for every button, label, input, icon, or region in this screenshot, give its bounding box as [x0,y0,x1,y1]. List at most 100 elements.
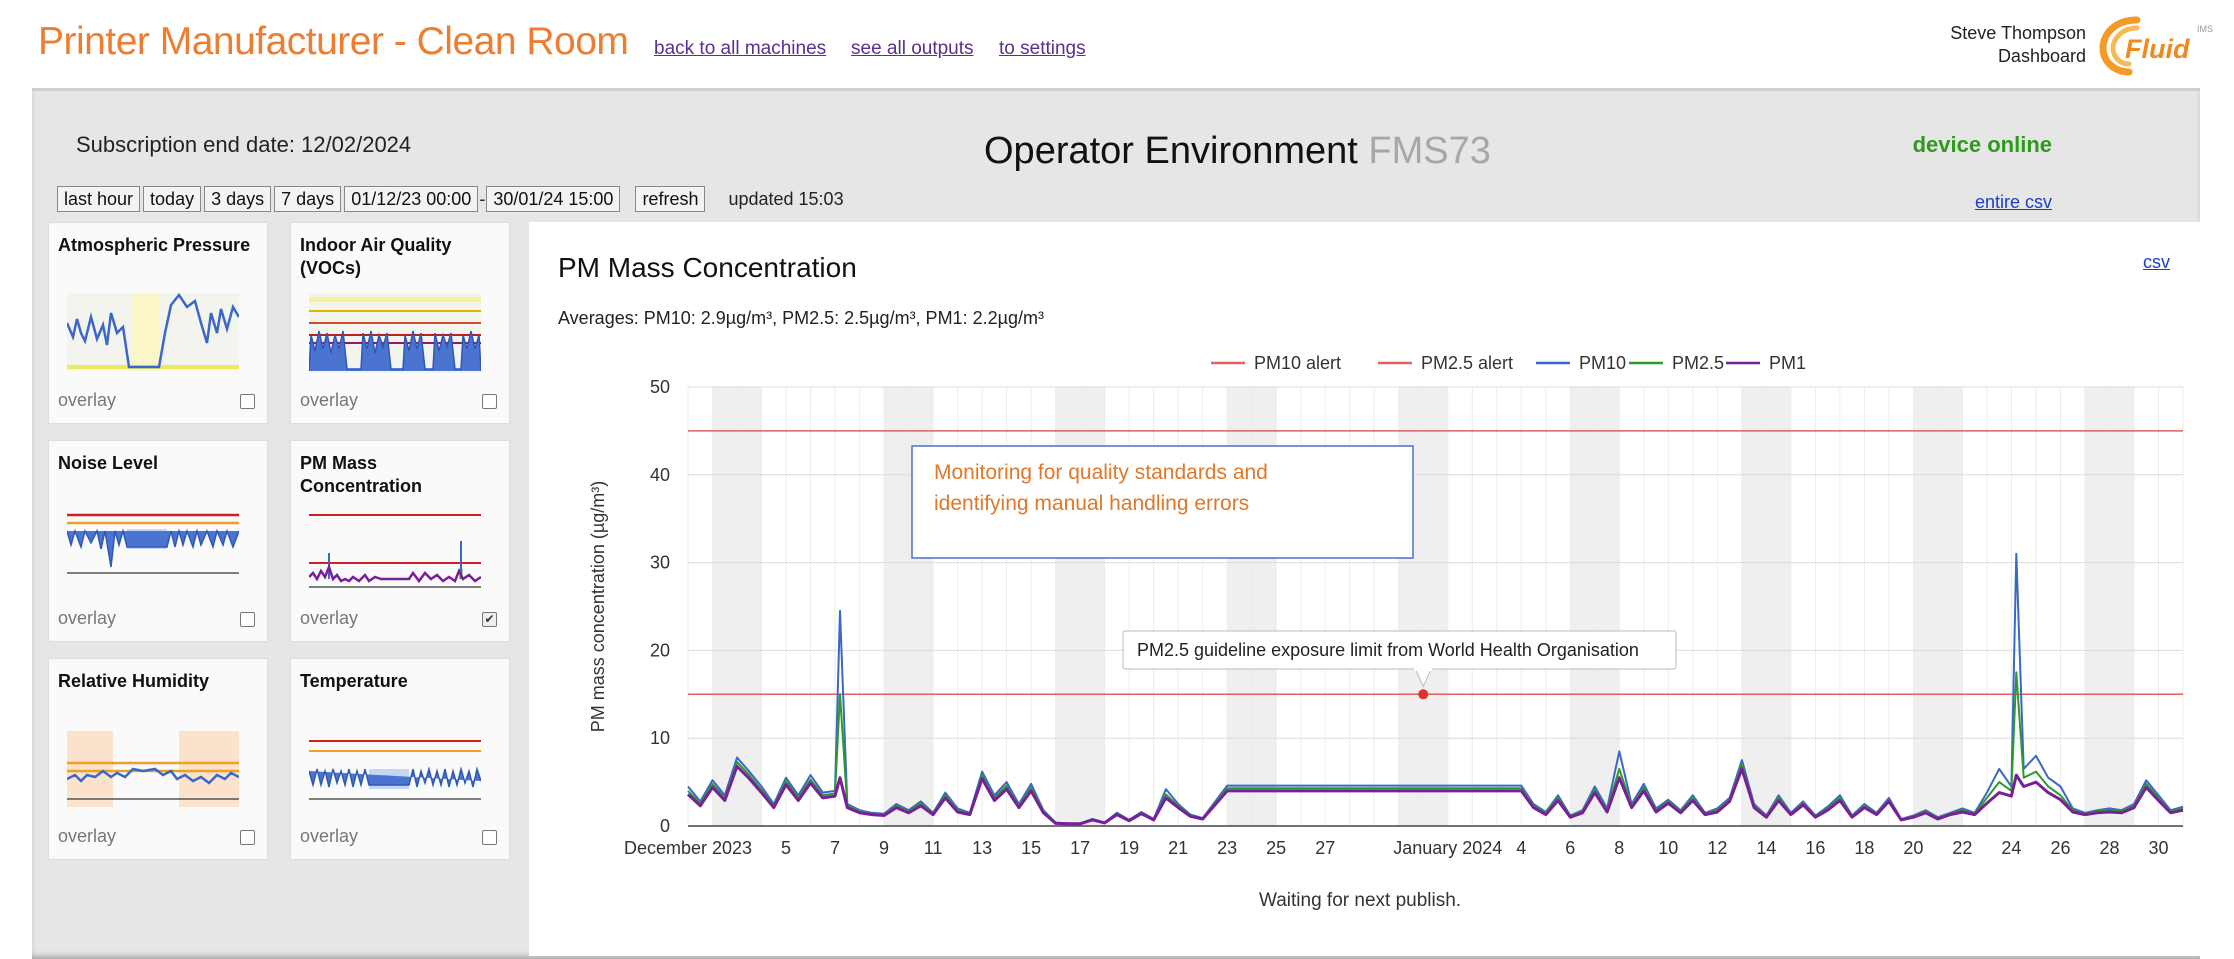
back-to-all-machines-link[interactable]: back to all machines [654,38,827,59]
x-tick-label: 21 [1168,838,1188,858]
x-tick-label: 14 [1756,838,1776,858]
x-tick-label: 11 [924,838,943,858]
x-tick-label: 16 [1805,838,1825,858]
range-from-input[interactable]: 01/12/23 00:00 [344,186,479,212]
thumb-title: Atmospheric Pressure [58,235,251,255]
publish-status: Waiting for next publish. [1259,890,1462,911]
annotation-tooltip-text: PM2.5 guideline exposure limit from Worl… [1137,640,1639,660]
overlay-checkbox[interactable] [240,830,255,845]
pm-line-chart: 0 10 20 30 40 50 December 2023 5 7 9 11 13 15 17 19 21 2… [588,353,2184,858]
x-tick-label: 8 [1614,838,1624,858]
thumb-noise-level[interactable]: Noise Level overlay [48,440,268,642]
x-tick-label: 7 [830,838,840,858]
y-axis-label: PM mass concentration (µg/m³) [588,481,608,732]
overlay-checkbox-checked[interactable]: ✔ [482,612,497,627]
legend-label: PM2.5 alert [1421,353,1513,373]
x-tick-label: 6 [1565,838,1575,858]
series-line-pm10 [687,552,2184,825]
y-tick-label: 40 [650,465,670,485]
thumb-chart-temperature [309,740,481,800]
page-heading-main: Operator Environment [984,130,1358,172]
7-days-button[interactable]: 7 days [274,186,342,212]
x-tick-label: 23 [1217,838,1237,858]
overlay-label: overlay [58,390,117,410]
x-tick-label: 9 [879,838,889,858]
x-tick-label: 18 [1854,838,1874,858]
refresh-button[interactable]: refresh [635,186,706,212]
annotation-text: Monitoring for quality standards and [934,461,1268,484]
annotation-box [911,445,1414,559]
annotation-tooltip [1122,630,1677,670]
device-status: device online [1912,132,2052,157]
x-tick-label: December 2023 [624,838,752,858]
x-tick-label: 10 [1658,838,1678,858]
fluid-logo: Fluid IMS [2099,16,2213,76]
x-tick-label: 17 [1070,838,1090,858]
thumb-chart-pressure [67,292,239,371]
x-tick-label: 25 [1266,838,1286,858]
x-tick-label: 4 [1516,838,1526,858]
y-tick-label: 20 [650,640,670,660]
thumb-title: PM Mass Concentration [300,453,423,496]
overlay-checkbox[interactable] [482,394,497,409]
app-title: Printer Manufacturer - Clean Room [38,20,629,63]
thumb-atmospheric-pressure[interactable]: Atmospheric Pressure overlay [48,222,268,424]
x-tick-label: 30 [2148,838,2168,858]
range-to-input[interactable]: 30/01/24 15:00 [486,186,621,212]
thumb-title: Relative Humidity [58,671,210,691]
thumb-indoor-air-quality[interactable]: Indoor Air Quality (VOCs) overlay [290,222,510,424]
to-settings-link[interactable]: to settings [999,38,1086,59]
csv-link[interactable]: csv [2143,252,2170,272]
chart-title: PM Mass Concentration [558,252,857,283]
time-range-bar: last hour today 3 days 7 days 01/12/23 0… [57,186,844,212]
user-name: Steve Thompson [1950,23,2086,43]
annotation-point [1418,689,1429,700]
thumb-title: Noise Level [58,453,159,473]
series-line-pm1 [686,764,2184,826]
legend-label: PM2.5 [1672,353,1724,373]
thumb-chart-voc [309,293,481,373]
legend-label: PM10 alert [1254,353,1341,373]
overlay-label: overlay [58,826,117,846]
thumb-title: Indoor Air Quality (VOCs) [300,235,452,278]
x-tick-label: January 2024 [1393,838,1502,858]
entire-csv-link[interactable]: entire csv [1974,192,2052,212]
logo-text: Fluid [2125,34,2190,64]
overlay-checkbox[interactable] [240,394,255,409]
y-tick-label: 10 [650,728,670,748]
today-button[interactable]: today [143,186,202,212]
annotation-pointer-mask [1414,668,1433,671]
overlay-checkbox[interactable] [482,830,497,845]
see-all-outputs-link[interactable]: see all outputs [851,38,974,59]
averages-text: Averages: PM10: 2.9µg/m³, PM2.5: 2.5µg/m… [558,308,1044,328]
thumb-pm-mass-concentration[interactable]: PM Mass Concentration overlay ✔ [290,440,510,642]
thumb-temperature[interactable]: Temperature overlay [290,658,510,860]
overlay-label: overlay [300,826,359,846]
thumb-chart-noise [67,513,239,574]
3-days-button[interactable]: 3 days [204,186,272,212]
x-tick-label: 27 [1315,838,1335,858]
page-heading: Operator Environment FMS73 [984,130,1491,173]
x-tick-label: 12 [1707,838,1727,858]
range-dash: - [479,188,486,209]
x-tick-label: 24 [2001,838,2021,858]
overlay-label: overlay [300,608,359,628]
annotation-text: identifying manual handling errors [934,492,1249,515]
thumb-chart-pm [309,514,481,588]
last-hour-button[interactable]: last hour [57,186,141,212]
x-tick-label: 19 [1119,838,1139,858]
x-tick-label: 5 [781,838,791,858]
user-menu[interactable]: Steve Thompson Dashboard [1950,22,2086,68]
x-tick-label: 15 [1021,838,1041,858]
overlay-checkbox[interactable] [240,612,255,627]
logo-tm: IMS [2197,24,2213,34]
user-dashboard-label: Dashboard [1997,46,2086,66]
x-tick-label: 20 [1903,838,1923,858]
thumb-relative-humidity[interactable]: Relative Humidity overlay [48,658,268,860]
thumb-title: Temperature [300,671,408,691]
x-tick-label: 28 [2099,838,2119,858]
legend-label: PM10 [1579,353,1626,373]
header-bar: Printer Manufacturer - Clean Room back t… [0,0,2234,88]
overlay-label: overlay [300,390,359,410]
legend-label: PM1 [1769,353,1806,373]
